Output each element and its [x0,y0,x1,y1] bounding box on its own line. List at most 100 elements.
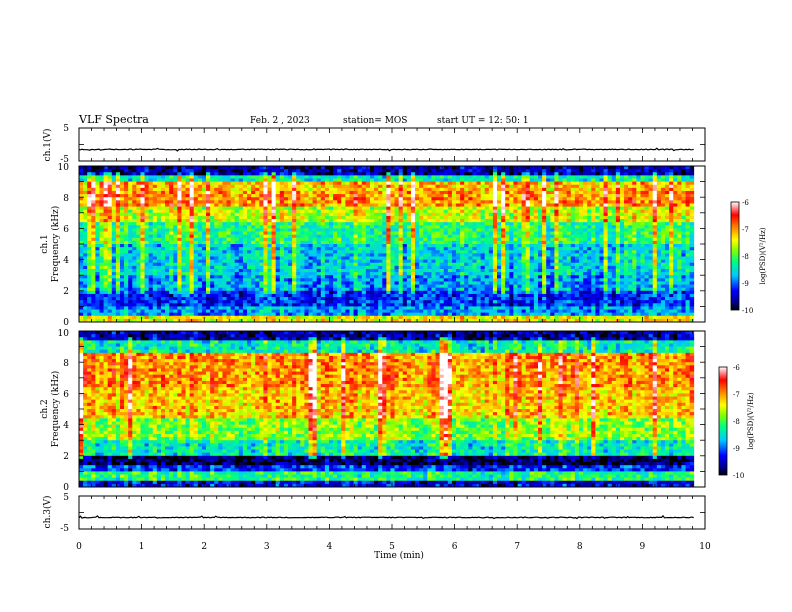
ch1-spectrogram-cell [296,259,301,264]
ch1-spectrogram-cell [144,175,150,179]
ch1-spectrogram-cell [394,197,400,201]
ch1-spectrogram-cell [185,312,191,317]
ch1-spectrogram-cell [460,197,465,201]
ch1-spectrogram-cell [251,237,256,242]
ch1-spectrogram-cell [193,284,199,289]
ch1-spectrogram-cell [468,231,473,236]
ch1-spectrogram-cell [132,184,137,189]
ch1-spectrogram-cell [197,197,203,201]
ch1-spectrogram-cell [288,225,293,229]
ch1-spectrogram-cell [111,175,117,179]
ch1-spectrogram-cell [386,303,391,307]
ch1-spectrogram-cell [292,272,297,276]
ch1-spectrogram-cell [222,166,227,170]
ch1-spectrogram-cell [378,222,383,226]
ch1-spectrogram-cell [201,172,207,176]
ch1-spectrogram-cell [353,175,359,179]
ch1-spectrogram-cell [107,225,113,229]
ch1-spectrogram-cell [378,287,383,292]
ch1-spectrogram-cell [234,194,240,198]
ch1-spectrogram-cell [369,287,375,292]
ch1-spectrogram-cell [316,256,322,260]
ch1-spectrogram-cell [283,197,289,201]
ch1-spectrogram-cell [349,309,354,314]
ch1-spectrogram-cell [267,306,273,310]
ch1-spectrogram-cell [349,265,354,270]
ch1-spectrogram-cell [369,297,375,301]
ch1-spectrogram-cell [472,187,477,192]
ch1-spectrogram-cell [476,228,482,232]
ch1-spectrogram-cell [124,247,129,251]
ch1-spectrogram-cell [308,268,313,273]
ch1-spectrogram-cell [431,237,436,242]
ch1-spectrogram-cell [402,309,408,314]
ch1-spectrogram-cell [226,306,232,310]
ch1-spectrogram-cell [136,284,141,289]
ch1-spectrogram-cell [390,297,395,301]
ch1-spectrogram-cell [173,166,178,170]
ch1-spectrogram-cell [156,175,162,179]
ch1-spectrogram-cell [242,256,248,260]
ch1-spectrogram-cell [456,203,461,207]
ch1-spectrogram-cell [144,240,150,245]
ch1-spectrogram-cell [410,225,416,229]
ch1-spectrogram-cell [345,184,350,189]
ch1-spectrogram-cell [472,215,477,220]
ch1-spectrogram-cell [275,184,281,189]
ch1-spectrogram-cell [369,237,375,242]
ch1-spectrogram-cell [378,281,383,285]
ch1-spectrogram-cell [460,190,465,195]
ch1-spectrogram-cell [111,309,117,314]
ch1-spectrogram-cell [87,253,92,257]
ch1-spectrogram-cell [234,309,240,314]
ch1-spectrogram-cell [230,309,236,314]
ch1-spectrogram-cell [234,172,240,176]
ch1-spectrogram-cell [288,228,293,232]
ch1-spectrogram-cell [275,231,281,236]
ch1-spectrogram-cell [398,259,404,264]
ch1-spectrogram-cell [361,172,367,176]
ch1-spectrogram-cell [345,287,350,292]
ch1-spectrogram-cell [201,215,207,220]
ch1-spectrogram-cell [353,206,359,211]
ch1-spectrogram-cell [115,293,121,298]
ch1-spectrogram-cell [144,253,150,257]
ch1-spectrogram-cell [431,284,436,289]
ch1-spectrogram-cell [374,244,379,248]
ch1-spectrogram-cell [320,237,326,242]
ch1-spectrogram-cell [419,172,424,176]
ch1-spectrogram-cell [324,237,330,242]
ch1-spectrogram-cell [296,190,301,195]
ch1-spectrogram-cell [173,197,178,201]
ch1-spectrogram-cell [341,262,346,267]
ch1-spectrogram-cell [169,209,174,214]
ch1-spectrogram-cell [378,300,383,304]
ch1-spectrogram-cell [300,203,305,207]
ch1-spectrogram-cell [119,247,125,251]
ch1-spectrogram-cell [255,222,260,226]
ch1-spectrogram-cell [230,175,236,179]
ch1-spectrogram-cell [206,262,211,267]
ch1-spectrogram-cell [91,197,96,201]
ch1-spectrogram-cell [197,312,203,317]
ch1-spectrogram-cell [345,212,350,217]
ch1-spectrogram-cell [210,265,215,270]
ch1-spectrogram-cell [464,206,469,211]
ch1-spectrogram-cell [382,247,387,251]
ch1-spectrogram-cell [247,268,252,273]
ch1-spectrogram-cell [119,265,125,270]
ch1-spectrogram-cell [226,222,232,226]
ch1-spectrogram-cell [390,265,395,270]
ch1-spectrogram-cell [308,212,313,217]
ch1-spectrogram-cell [173,309,178,314]
ch1-spectrogram-cell [456,209,461,214]
ch1-spectrogram-cell [124,262,129,267]
ch1-spectrogram-cell [189,212,195,217]
ch1-spectrogram-cell [460,212,465,217]
ch1-spectrogram-cell [435,169,441,173]
ch1-spectrogram-cell [173,231,178,236]
ch1-spectrogram-cell [230,244,236,248]
ch1-spectrogram-cell [439,212,445,217]
ch1-spectrogram-cell [386,306,391,310]
ch1-spectrogram-cell [431,300,436,304]
